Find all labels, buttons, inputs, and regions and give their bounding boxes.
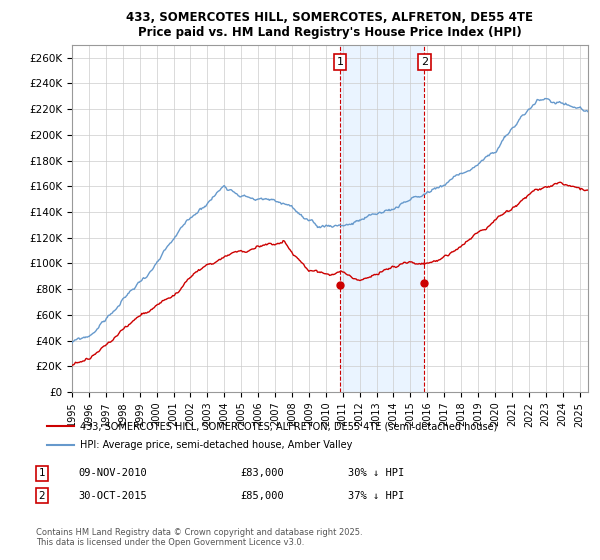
Text: £85,000: £85,000 <box>240 491 284 501</box>
Text: HPI: Average price, semi-detached house, Amber Valley: HPI: Average price, semi-detached house,… <box>80 440 352 450</box>
Text: 30% ↓ HPI: 30% ↓ HPI <box>348 468 404 478</box>
Text: 2: 2 <box>421 57 428 67</box>
Bar <box>340 45 424 392</box>
Text: £83,000: £83,000 <box>240 468 284 478</box>
Text: 433, SOMERCOTES HILL, SOMERCOTES, ALFRETON, DE55 4TE (semi-detached house): 433, SOMERCOTES HILL, SOMERCOTES, ALFRET… <box>80 421 497 431</box>
Text: 09-NOV-2010: 09-NOV-2010 <box>78 468 147 478</box>
Text: 2: 2 <box>38 491 46 501</box>
Text: Contains HM Land Registry data © Crown copyright and database right 2025.
This d: Contains HM Land Registry data © Crown c… <box>36 528 362 547</box>
Text: 1: 1 <box>38 468 46 478</box>
Text: 30-OCT-2015: 30-OCT-2015 <box>78 491 147 501</box>
Text: 1: 1 <box>337 57 344 67</box>
Title: 433, SOMERCOTES HILL, SOMERCOTES, ALFRETON, DE55 4TE
Price paid vs. HM Land Regi: 433, SOMERCOTES HILL, SOMERCOTES, ALFRET… <box>127 11 533 39</box>
Text: 37% ↓ HPI: 37% ↓ HPI <box>348 491 404 501</box>
